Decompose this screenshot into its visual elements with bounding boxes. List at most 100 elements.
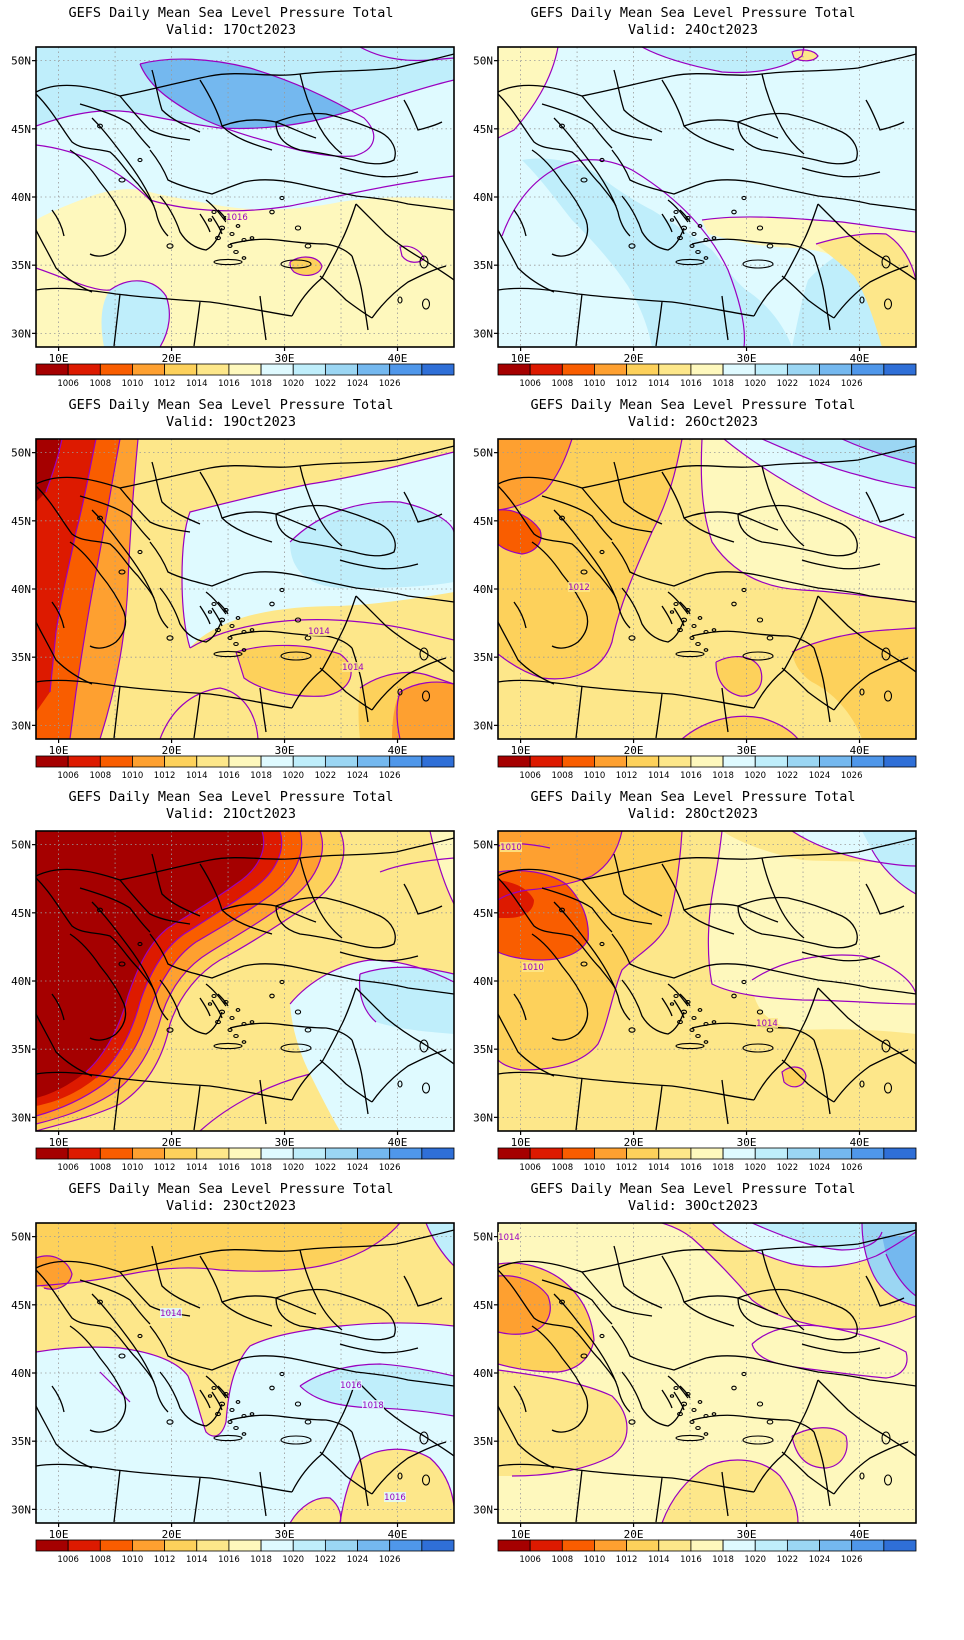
coastline — [513, 993, 527, 1021]
colorbar-swatch — [626, 1147, 660, 1160]
country-border — [243, 571, 454, 603]
lat-label: 50N — [11, 55, 31, 68]
lat-label: 50N — [11, 1231, 31, 1244]
coastline — [737, 504, 858, 557]
colorbar-label: 1006 — [519, 379, 541, 389]
coastline — [205, 983, 227, 1007]
lon-label: 40E — [388, 352, 408, 365]
colorbar-swatch — [292, 1539, 326, 1552]
country-border — [541, 1279, 613, 1325]
island-outline — [680, 1401, 688, 1407]
coastline — [275, 504, 396, 557]
coastline — [621, 195, 685, 251]
colorbar-swatch — [132, 755, 166, 768]
country-border — [36, 621, 93, 685]
island-outline — [397, 1472, 403, 1480]
isobar-line — [723, 439, 916, 539]
lat-label: 35N — [11, 259, 31, 272]
coastline — [159, 195, 223, 251]
coastline — [865, 99, 905, 131]
colorbar-label: 1008 — [89, 1163, 111, 1173]
colorbar-label: 1008 — [551, 1163, 573, 1173]
colorbar-swatch — [132, 363, 166, 376]
colorbar-swatch — [658, 1539, 692, 1552]
colorbar-swatch — [883, 1147, 917, 1160]
lat-label: 35N — [473, 1435, 493, 1448]
panel-valid-date: Valid: 24Oct2023 — [627, 22, 759, 38]
island-outline — [215, 627, 221, 633]
coastline — [813, 647, 831, 723]
colorbar-swatch — [260, 1539, 294, 1552]
isobar-line — [498, 1262, 595, 1373]
island-outline — [766, 243, 774, 249]
country-border — [79, 1279, 151, 1325]
panel-title: GEFS Daily Mean Sea Level Pressure Total — [68, 1181, 394, 1197]
isobar-line — [36, 831, 345, 1131]
country-border — [355, 595, 454, 673]
coastline — [229, 630, 353, 649]
coastline — [159, 979, 223, 1035]
island-outline — [673, 993, 679, 999]
island-outline — [669, 1394, 675, 1398]
island-outline — [397, 296, 403, 304]
country-border — [575, 1469, 729, 1523]
colorbar-label: 1018 — [712, 771, 734, 781]
colorbar-label: 1006 — [57, 771, 79, 781]
island-outline — [223, 607, 229, 613]
colorbar-label: 1024 — [347, 1163, 369, 1173]
country-border — [781, 1451, 835, 1495]
island-outline — [703, 629, 709, 635]
lat-label: 35N — [11, 1043, 31, 1056]
country-border — [339, 1343, 419, 1354]
island-outline — [697, 224, 703, 228]
colorbar-label: 1012 — [154, 771, 176, 781]
country-border — [291, 1379, 357, 1493]
isobar-line — [425, 1223, 454, 1267]
island-outline — [697, 1008, 703, 1012]
island-outline — [580, 1353, 588, 1359]
country-border — [36, 679, 293, 709]
pressure-colorbar: 1006 1008 1010 1012 1014 1016 1018 1020 1022 1024… — [497, 1147, 917, 1173]
coastline — [403, 1275, 443, 1307]
island-outline — [233, 1033, 239, 1039]
pressure-fill-region — [36, 1223, 454, 1437]
colorbar-swatch — [357, 755, 391, 768]
island-outline — [881, 255, 891, 269]
colorbar-label: 1006 — [57, 379, 79, 389]
colorbar-label: 1008 — [89, 379, 111, 389]
country-border — [613, 69, 663, 133]
island-outline — [137, 549, 143, 555]
isobar-label-background — [522, 962, 544, 972]
lon-label: 20E — [624, 352, 644, 365]
island-outline — [241, 648, 247, 652]
coastline — [205, 591, 227, 615]
country-border — [151, 853, 201, 917]
isobar-label-background — [384, 1492, 406, 1502]
colorbar-swatch — [67, 1147, 101, 1160]
coastline — [737, 1288, 858, 1341]
island-outline — [249, 1020, 255, 1024]
country-border — [243, 1355, 454, 1387]
country-border — [36, 1269, 155, 1383]
panel-valid-date: Valid: 21Oct2023 — [165, 806, 297, 822]
colorbar-label: 1022 — [315, 1555, 337, 1565]
coastline — [531, 541, 589, 649]
island-outline — [229, 623, 235, 629]
map-panel: 1014 50N 45N 40N 35N 30N 10E 20E 30E 40E 1006 1008 1… — [462, 1176, 924, 1586]
panel-title: GEFS Daily Mean Sea Level Pressure Total — [530, 789, 856, 805]
island-outline — [741, 1371, 747, 1377]
island-outline — [215, 1411, 221, 1417]
colorbar-swatch — [819, 755, 853, 768]
island-outline — [703, 1021, 709, 1027]
island-outline — [249, 236, 255, 240]
island-outline — [421, 1474, 431, 1486]
island-outline — [249, 628, 255, 632]
colorbar-label: 1016 — [680, 1163, 702, 1173]
coastline — [813, 1431, 831, 1507]
island-outline — [241, 1432, 247, 1436]
colorbar-swatch — [690, 755, 724, 768]
isobar-line — [498, 1369, 628, 1477]
coastline — [351, 255, 369, 331]
country-border — [761, 465, 805, 547]
lon-label: 40E — [850, 352, 870, 365]
